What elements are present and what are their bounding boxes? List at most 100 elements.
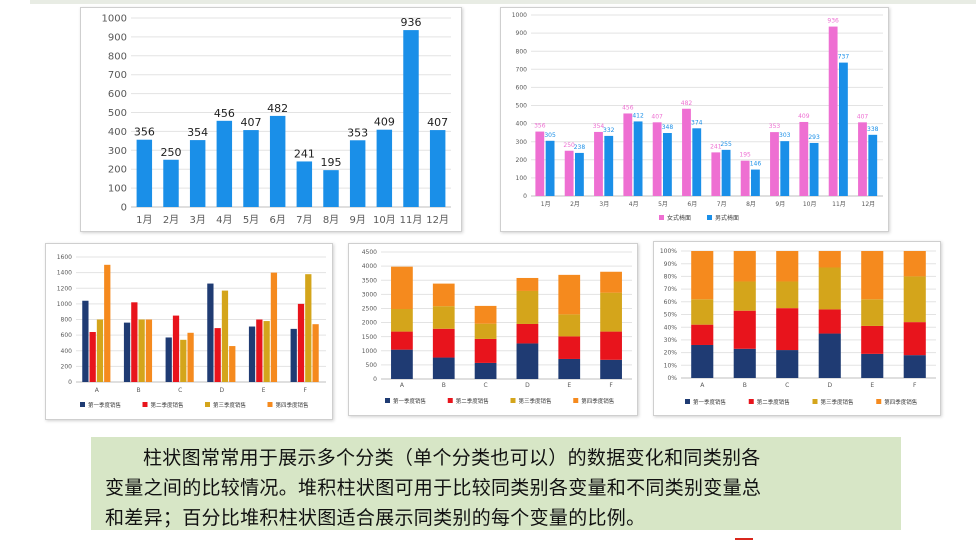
y-tick-label: 200 [61,363,73,370]
x-tick-label: 1月 [136,214,152,226]
bar-C-s1 [474,362,497,379]
x-tick-label: 10月 [373,214,396,226]
data-label: 456 [214,107,235,120]
data-label: 238 [574,144,586,151]
bar-B-s4 [432,283,455,307]
bar-F-s3 [600,292,622,332]
y-tick-label: 200 [516,157,528,164]
x-tick-label: F [609,382,613,389]
y-tick-label: 10% [664,362,678,369]
y-tick-label: 800 [61,317,73,324]
x-tick-label: D [525,382,530,389]
bar-E-s1 [248,326,256,382]
y-tick-label: 500 [516,103,528,110]
bar-A-s3 [391,309,413,332]
legend-label: 第一季度销售 [693,398,726,406]
bar-A-s1 [391,349,413,379]
y-tick-label: 700 [516,66,528,73]
x-tick-label: B [136,387,140,394]
percent-stacked-bar-chart: 0% 10% 20% 30% 40% 50% 60% 70% 80% 90% 100% A B C D E F 第… [653,241,941,416]
bar-2月-s1 [564,150,574,196]
y-tick-label: 70% [664,286,678,293]
bar-7月-s1 [296,161,313,207]
bar-8月-s1 [323,170,339,207]
bar-E-s2 [861,325,884,354]
y-tick-label: 400 [516,121,528,128]
data-label: 407 [857,113,869,120]
y-tick-label: 90% [664,261,678,268]
bar-E-s2 [256,319,263,382]
y-tick-label: 800 [108,51,127,62]
data-label: 409 [798,113,810,120]
data-label: 482 [681,100,693,107]
data-label: 407 [427,116,448,129]
legend-label: 第四季度销售 [276,401,309,409]
bar-C-s2 [776,308,799,351]
y-tick-label: 1000 [512,12,527,19]
bar-C-s2 [172,315,180,382]
bar-4月-s2 [633,121,643,196]
data-label: 356 [134,126,155,139]
bar-D-s3 [221,290,229,382]
legend-swatch [748,399,754,404]
bar-B-s3 [432,306,455,329]
bar-E-s3 [263,321,270,382]
chart-svg-2: 0 100 200 300 400 500 600 700 800 900 1000 1月 2月 3月 4月… [512,12,883,222]
x-tick-label: 5月 [658,201,668,208]
bar-F-s3 [903,276,926,323]
data-label: 303 [779,132,791,139]
data-label: 456 [622,104,634,111]
legend-label: 第四季度销售 [581,397,614,405]
data-label: 936 [827,18,839,25]
x-tick-label: 8月 [746,201,756,208]
y-tick-label: 1600 [57,254,72,261]
x-tick-label: 2月 [570,201,580,208]
data-label: 353 [769,123,781,130]
bar-B-s2 [432,328,455,358]
x-tick-label: 9月 [349,214,365,226]
bar-F-s2 [903,322,926,356]
y-tick-label: 400 [61,348,73,355]
y-tick-label: 500 [108,108,127,119]
bar-5月-s1 [243,130,259,207]
bar-B-s2 [733,310,756,349]
bar-D-s3 [818,267,841,310]
y-tick-label: 500 [366,362,378,369]
caption-line-1: 柱状图常常用于展示多个分类（单个分类也可以）的数据变化和同类别各 [143,447,761,469]
bar-B-s4 [145,319,153,382]
chart-svg-4: 0 500 1000 1500 2000 2500 3000 3500 4000 4500 A B C D… [362,249,632,405]
x-tick-label: 11月 [400,214,423,226]
legend-swatch [573,398,579,403]
data-label: 338 [867,126,879,133]
x-tick-label: C [483,382,487,389]
bar-7月-s1 [711,152,721,196]
bar-9月-s1 [349,140,366,207]
y-tick-label: 800 [516,48,528,55]
data-label: 409 [374,116,395,129]
bar-B-s1 [123,322,131,382]
y-tick-label: 60% [664,299,678,306]
x-tick-label: 6月 [269,214,285,226]
x-tick-label: E [262,387,266,394]
y-tick-label: 50% [664,312,678,319]
top-strip [30,0,976,4]
bar-1月-s1 [535,131,545,196]
data-label: 241 [294,147,315,160]
bar-E-s2 [558,336,581,359]
data-label: 305 [544,132,556,139]
y-tick-label: 600 [516,85,528,92]
bar-C-s4 [776,251,799,282]
y-tick-label: 100 [108,184,127,195]
bar-D-s4 [818,251,841,268]
y-tick-label: 2500 [362,306,377,313]
x-tick-label: 8月 [323,214,339,226]
y-tick-label: 100 [516,175,528,182]
x-tick-label: 12月 [426,214,449,226]
y-tick-label: 1200 [57,285,72,292]
y-tick-label: 900 [516,30,528,37]
chart-svg-5: 0% 10% 20% 30% 40% 50% 60% 70% 80% 90% 100% A B C D E F 第… [660,248,936,406]
data-label: 255 [720,141,732,148]
data-label: 356 [534,123,546,130]
bar-A-s1 [691,344,714,378]
bar-10月-s1 [376,129,393,207]
